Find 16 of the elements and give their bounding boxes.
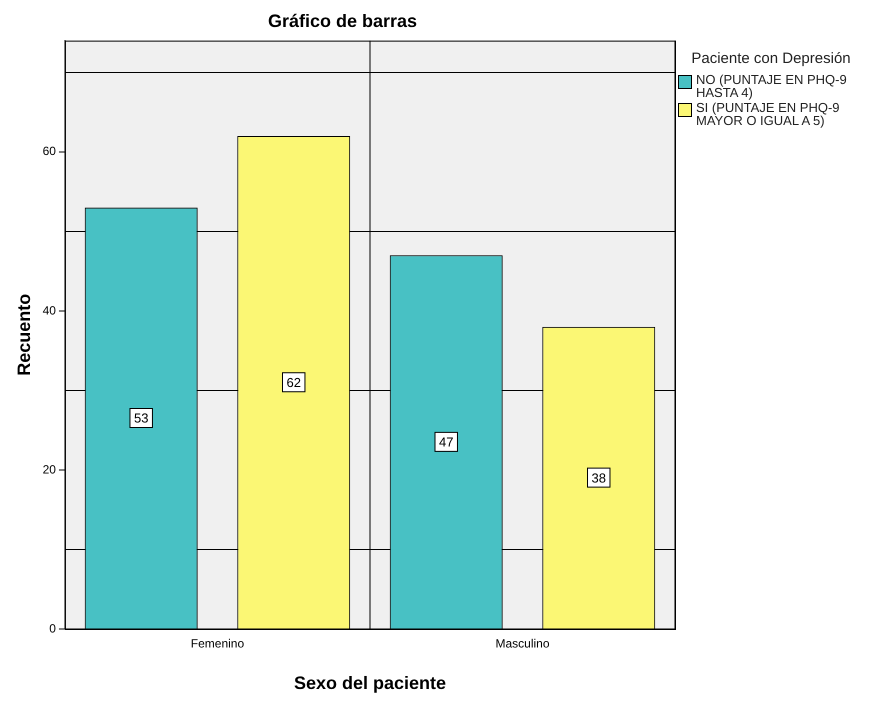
data-label: 62 [286,374,301,390]
chart-title: Gráfico de barras [268,10,418,31]
y-tick-label: 60 [42,144,56,158]
x-axis-title: Sexo del paciente [294,673,446,694]
x-tick-label: Masculino [495,636,550,651]
data-label: 53 [134,410,148,426]
y-tick-label: 20 [42,462,56,476]
y-axis-title: Recuento [14,294,34,376]
legend-label: NO (PUNTAJE EN PHQ-9 HASTA 4) [696,72,848,100]
y-tick-label: 40 [42,303,56,318]
legend-label: SI (PUNTAJE EN PHQ-9 MAYOR O IGUAL A 5) [696,100,841,128]
legend-title: Paciente con Depresión [690,50,852,67]
data-label: 47 [438,434,454,450]
y-tick-label: 0 [49,621,56,636]
x-tick-label: Femenino [190,636,244,651]
data-label: 38 [592,470,606,486]
